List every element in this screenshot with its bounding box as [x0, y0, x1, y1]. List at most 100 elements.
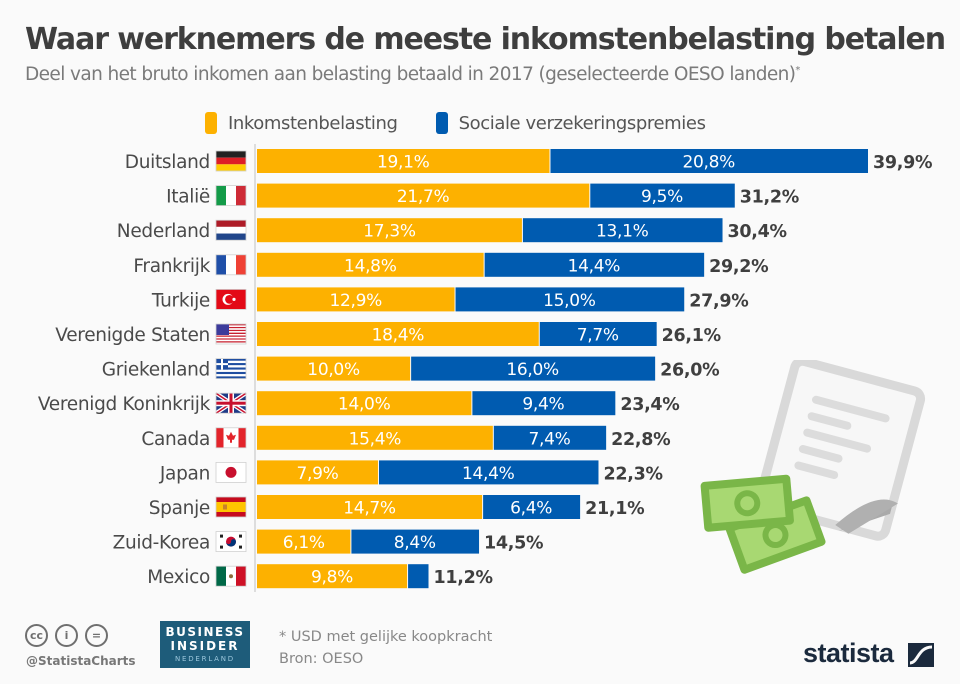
- value-label-social: 9,5%: [641, 187, 683, 207]
- legend-item-social: Sociale verzekeringspremies: [435, 112, 706, 134]
- total-label: 31,2%: [740, 188, 799, 208]
- flag-kr-icon: [215, 531, 247, 552]
- bar-social: [484, 252, 705, 277]
- legend-swatch-income-tax: [205, 112, 217, 134]
- bar-social: [378, 460, 599, 485]
- total-label: 22,8%: [611, 430, 670, 450]
- value-label-social: 8,4%: [394, 533, 436, 553]
- bar-social: [408, 564, 429, 589]
- value-label-income-tax: 15,4%: [349, 429, 402, 449]
- legend-swatch-social: [435, 112, 448, 134]
- total-label: 14,5%: [484, 534, 543, 554]
- value-label-income-tax: 19,1%: [377, 153, 430, 173]
- total-label: 30,4%: [728, 222, 787, 242]
- total-label: 39,9%: [873, 153, 932, 173]
- footnote-block: * USD met gelijke koopkracht Bron: OESO: [279, 626, 492, 670]
- bar-income-tax: [257, 149, 550, 173]
- bar-income-tax: [257, 356, 411, 381]
- total-label: 22,3%: [603, 464, 662, 484]
- value-label-income-tax: 6,1%: [283, 533, 325, 553]
- value-label-income-tax: 9,8%: [311, 568, 353, 588]
- value-label-income-tax: 14,7%: [343, 499, 396, 519]
- total-label: 23,4%: [620, 395, 679, 415]
- category-label: Japan: [159, 463, 210, 484]
- flag-fr-icon: [215, 254, 247, 276]
- value-label-social: 13,1%: [596, 222, 649, 242]
- bar-social: [522, 218, 723, 243]
- flag-jp-icon: [215, 461, 247, 483]
- total-label: 29,2%: [709, 257, 768, 277]
- source-label: Bron: OESO: [279, 651, 364, 667]
- flag-ca-icon: [215, 427, 247, 449]
- category-label: Italië: [166, 187, 210, 208]
- bar-social: [550, 149, 868, 173]
- flag-it-icon: [215, 185, 247, 207]
- no-derivatives-icon: =: [85, 624, 108, 647]
- bar-income-tax: [257, 529, 351, 554]
- category-label: Griekenland: [102, 360, 210, 381]
- statista-logo-icon: [908, 643, 934, 667]
- value-label-social: 20,8%: [682, 153, 735, 173]
- statista-logo-text: statista: [803, 638, 894, 668]
- subtitle-footnote-marker: *: [795, 64, 800, 76]
- legend-item-income-tax: Inkomstenbelasting: [205, 112, 398, 134]
- bar-chart: Duitsland 19,1% 20,8% 39,9% Italië 21,7% 9,5% 3…: [38, 144, 933, 592]
- partner-line1: BUSINESS: [165, 625, 245, 639]
- business-insider-logo: BUSINESS INSIDER NEDERLAND: [160, 621, 250, 668]
- flag-nl-icon: [215, 219, 247, 241]
- category-label: Zuid-Korea: [113, 533, 210, 554]
- category-label: Duitsland: [125, 152, 210, 173]
- creative-commons-icon: cc: [25, 624, 48, 647]
- total-label: 21,1%: [585, 499, 644, 519]
- partner-line3: NEDERLAND: [174, 655, 235, 663]
- bar-social: [351, 529, 480, 554]
- bar-income-tax: [257, 564, 408, 589]
- subtitle-text: Deel van het bruto inkomen aan belasting…: [25, 64, 796, 85]
- total-label: 11,2%: [434, 568, 493, 588]
- partner-line2: INSIDER: [170, 639, 240, 653]
- value-label-social: 6,4%: [510, 499, 552, 519]
- banknote-icon: [725, 496, 826, 574]
- bar-income-tax: [257, 287, 455, 312]
- bar-income-tax: [257, 425, 493, 450]
- bar-income-tax: [257, 391, 472, 416]
- value-label-income-tax: 17,3%: [363, 222, 416, 242]
- bar-social: [539, 322, 657, 346]
- value-label-income-tax: 14,0%: [338, 395, 391, 415]
- total-label: 26,0%: [660, 361, 719, 381]
- attribution-icon: i: [55, 624, 78, 647]
- value-label-social: 7,4%: [528, 429, 570, 449]
- bar-social: [455, 287, 685, 312]
- category-label: Nederland: [117, 221, 210, 242]
- value-label-income-tax: 18,4%: [372, 326, 425, 346]
- document-icon: [755, 360, 926, 541]
- category-label: Mexico: [147, 567, 210, 588]
- value-label-income-tax: 10,0%: [307, 360, 360, 380]
- banknote-icon: [700, 474, 794, 532]
- legend-label-social: Sociale verzekeringspremies: [458, 112, 706, 134]
- bar-income-tax: [257, 460, 378, 485]
- value-label-income-tax: 7,9%: [296, 464, 338, 484]
- flag-mx-icon: [215, 565, 247, 587]
- flag-es-icon: [215, 496, 247, 518]
- flag-gr-icon: [215, 358, 247, 380]
- category-label: Verenigde Staten: [55, 325, 210, 346]
- flag-de-icon: [215, 150, 247, 172]
- footnote-usd: * USD met gelijke koopkracht: [279, 629, 493, 645]
- flag-gb-icon: [214, 391, 248, 415]
- license-icons: cc i =: [25, 624, 115, 647]
- category-label: Turkije: [151, 290, 210, 311]
- bar-social: [411, 356, 656, 381]
- bar-social: [590, 183, 735, 208]
- bar-income-tax: [257, 252, 484, 277]
- chart-title: Waar werknemers de meeste inkomstenbelas…: [25, 22, 946, 57]
- value-label-social: 16,0%: [506, 360, 559, 380]
- value-label-social: 7,7%: [577, 326, 619, 346]
- value-label-income-tax: 21,7%: [397, 187, 450, 207]
- total-label: 27,9%: [689, 291, 748, 311]
- tax-document-money-illustration: [700, 360, 926, 574]
- value-label-social: 14,4%: [568, 256, 621, 276]
- bar-social: [483, 495, 581, 519]
- legend: Inkomstenbelasting Sociale verzekeringsp…: [205, 112, 744, 134]
- flag-tr-icon: [215, 288, 247, 310]
